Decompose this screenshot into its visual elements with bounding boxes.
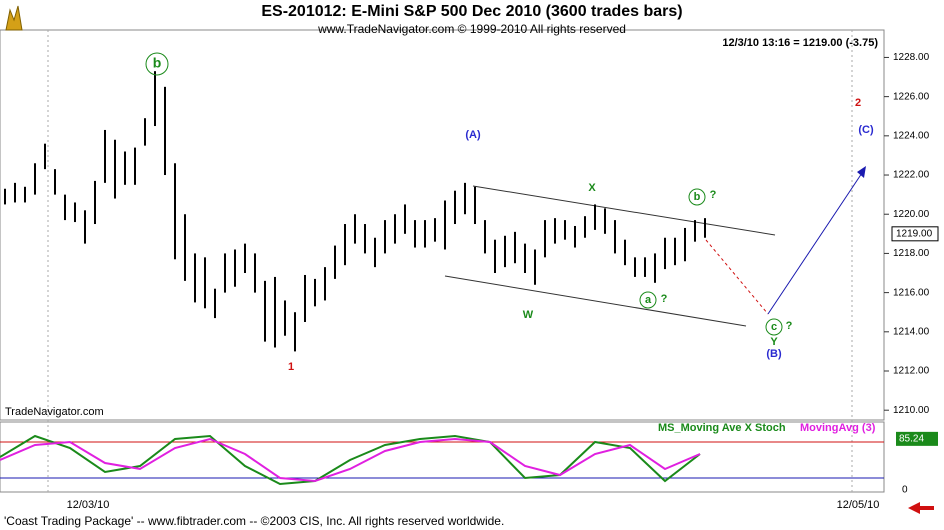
wave-label: b [694,191,701,203]
y-tick-label: 1212.00 [893,366,930,377]
wave-label: c [771,321,777,333]
y-tick-label: 0 [902,485,908,496]
subtitle: www.TradeNavigator.com © 1999-2010 All r… [317,22,626,36]
scroll-arrow[interactable] [908,502,934,514]
wave-label: X [588,182,596,194]
osc-panel [0,421,885,493]
y-tick-label: 1210.00 [893,405,930,416]
wave-label: ? [786,320,793,332]
price-box [891,226,939,242]
wave-label: (B) [766,348,782,360]
wave-label: (C) [858,124,874,136]
quote: 12/3/10 13:16 = 1219.00 (-3.75) [722,37,878,49]
y-tick-label: 1216.00 [893,287,930,298]
wave-circle [765,318,783,336]
wave-label: Y [770,336,778,348]
wave-label: ? [661,293,668,305]
osc-line [0,434,701,486]
osc-line [0,437,701,483]
wave-label: 1 [288,361,294,373]
footer: 'Coast Trading Package' -- www.fibtrader… [4,514,504,528]
wave-circle [688,188,706,206]
chart-title: ES-201012: E-Mini S&P 500 Dec 2010 (3600… [261,3,682,20]
osc-box [896,431,938,446]
wave-circle [639,291,657,309]
y-tick-label: 1228.00 [893,52,930,63]
wave-label: a [645,294,652,306]
legend-entry: MovingAvg (3) [800,422,876,434]
x-tick-label: 12/05/10 [837,499,880,511]
wave-circle [145,52,169,76]
y-tick-label: 1214.00 [893,326,930,337]
osc-box-label: 85.24 [899,433,924,444]
wave-label: ? [710,189,717,201]
channel [444,166,866,327]
watermark: TradeNavigator.com [5,406,104,418]
y-tick-label: 1224.00 [893,130,930,141]
y-tick-label: 1220.00 [893,209,930,220]
wave-label: 2 [855,97,861,109]
wave-label: W [523,309,534,321]
y-tick-label: 1222.00 [893,170,930,181]
legend-entry: MS_Moving Ave X Stoch [658,422,786,434]
price-box-label: 1219.00 [896,228,933,239]
price-panel [0,29,885,421]
y-tick-label: 1218.00 [893,248,930,259]
logo [5,5,23,31]
wave-label: (A) [465,129,481,141]
y-tick-label: 1226.00 [893,91,930,102]
wave-label: b [153,55,162,71]
x-tick-label: 12/03/10 [67,499,110,511]
